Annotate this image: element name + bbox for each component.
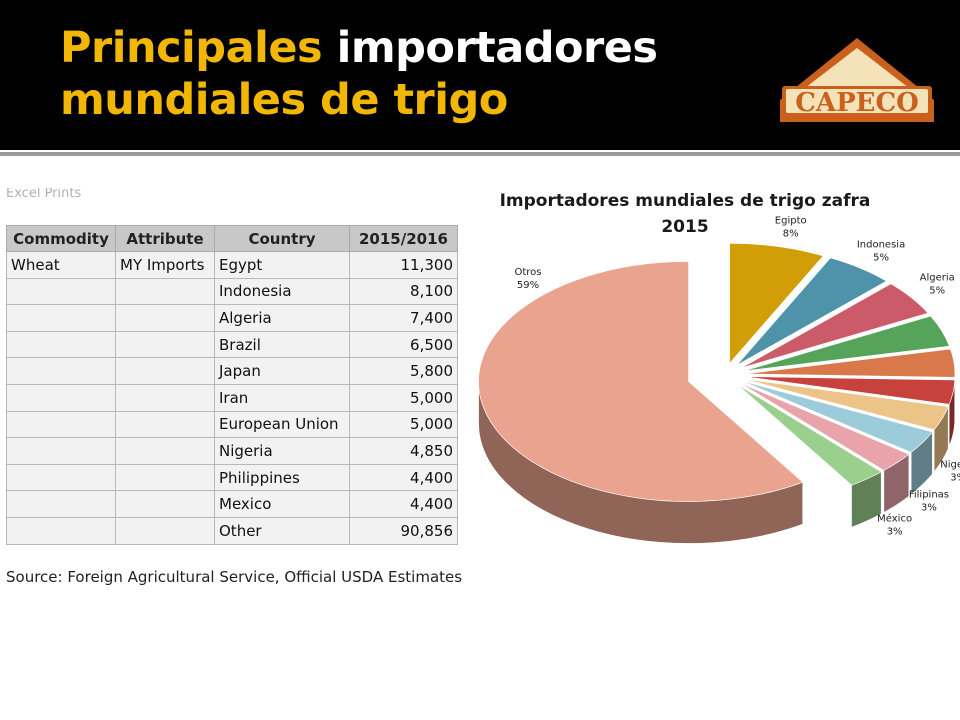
table-row: Philippines 4,400 bbox=[6, 463, 458, 492]
table-cell: 4,400 bbox=[349, 490, 458, 518]
pie-slice-egipto bbox=[729, 243, 824, 365]
table-row: Iran 5,000 bbox=[6, 383, 458, 412]
table-cell: 5,800 bbox=[349, 357, 458, 385]
pie-percent-label: 8% bbox=[783, 229, 799, 240]
table-row: European Union 5,000 bbox=[6, 410, 458, 439]
table-body: Wheat MY Imports Egypt 11,300 Indonesia 8,100… bbox=[6, 251, 458, 545]
table-cell: Philippines bbox=[214, 463, 350, 492]
table-cell bbox=[6, 304, 116, 332]
table-cell: 5,000 bbox=[349, 383, 458, 412]
table-cell: 11,300 bbox=[349, 251, 458, 279]
table-row: Wheat MY Imports Egypt 11,300 bbox=[6, 251, 458, 279]
pie-category-label: Filipinas bbox=[909, 489, 949, 500]
pie-percent-label: 3% bbox=[921, 502, 937, 513]
table-cell: MY Imports bbox=[115, 251, 215, 279]
table-cell bbox=[115, 516, 215, 545]
title-rest: importadores bbox=[322, 23, 658, 73]
table-cell bbox=[115, 330, 215, 359]
column-header: 2015/2016 bbox=[349, 225, 458, 252]
table-cell: 4,400 bbox=[349, 463, 458, 492]
pie-slice-brasil bbox=[743, 315, 950, 372]
logo-text: CAPECO bbox=[795, 88, 919, 118]
pie-category-label: Algeria bbox=[920, 273, 955, 284]
pie-percent-label: 59% bbox=[517, 280, 539, 291]
pie-slice-otros bbox=[478, 261, 804, 502]
table-cell: 8,100 bbox=[349, 277, 458, 306]
slide-title: Principales importadores mundiales de tr… bbox=[60, 22, 658, 126]
pie-slice-jap-n bbox=[744, 348, 956, 378]
pie-slice-filipinas bbox=[739, 382, 910, 471]
table-cell bbox=[115, 304, 215, 332]
title-highlight: Principales bbox=[60, 23, 323, 73]
pie-category-label: Egipto bbox=[775, 216, 807, 227]
capeco-logo: CAPECO bbox=[780, 38, 934, 122]
cropped-caption: Excel Prints bbox=[6, 188, 82, 200]
table-cell bbox=[115, 463, 215, 492]
pie-slice-ue bbox=[743, 378, 949, 431]
table-cell bbox=[115, 383, 215, 412]
title-line-2: mundiales de trigo bbox=[60, 75, 508, 125]
chart-title: Importadores mundiales de trigo zafra 20… bbox=[499, 191, 871, 237]
pie-percent-label: 3% bbox=[887, 527, 903, 538]
table-cell: Brazil bbox=[214, 330, 350, 359]
table-cell bbox=[115, 357, 215, 385]
table-cell: Japan bbox=[214, 357, 350, 385]
table-cell: European Union bbox=[214, 410, 350, 439]
table-cell: Indonesia bbox=[214, 277, 350, 306]
pie-slice-ir-n bbox=[744, 376, 956, 405]
table-row: Japan 5,800 bbox=[6, 357, 458, 385]
pie-slice-algeria bbox=[741, 283, 929, 369]
table-cell bbox=[6, 383, 116, 412]
column-header: Commodity bbox=[6, 225, 116, 252]
table-row: Other 90,856 bbox=[6, 516, 458, 545]
imports-table: Commodity Attribute Country 2015/2016 Wh… bbox=[6, 225, 458, 545]
pie-percent-label: 3% bbox=[950, 472, 960, 483]
table-cell: Nigeria bbox=[214, 437, 350, 465]
table-cell bbox=[6, 437, 116, 465]
table-cell: 7,400 bbox=[349, 304, 458, 332]
table-cell: Iran bbox=[214, 383, 350, 412]
table-cell bbox=[115, 410, 215, 439]
pie-percent-label: 5% bbox=[929, 286, 945, 297]
table-row: Algeria 7,400 bbox=[6, 304, 458, 332]
table-cell bbox=[6, 410, 116, 439]
table-cell bbox=[115, 437, 215, 465]
table-cell bbox=[6, 490, 116, 518]
table-row: Indonesia 8,100 bbox=[6, 277, 458, 306]
pie-slice-nigeria bbox=[742, 380, 933, 453]
table-cell: Mexico bbox=[214, 490, 350, 518]
pie-slice-m-xico bbox=[737, 384, 882, 486]
table-cell bbox=[6, 330, 116, 359]
column-header: Attribute bbox=[115, 225, 215, 252]
pie-category-label: Nigeria bbox=[940, 459, 960, 470]
table-cell bbox=[6, 357, 116, 385]
table-cell: 90,856 bbox=[349, 516, 458, 545]
source-note: Source: Foreign Agricultural Service, Of… bbox=[6, 568, 463, 586]
table-cell: Other bbox=[214, 516, 350, 545]
table-row: Mexico 4,400 bbox=[6, 490, 458, 518]
header-divider bbox=[0, 152, 960, 156]
table-row: Nigeria 4,850 bbox=[6, 437, 458, 465]
table-cell: 4,850 bbox=[349, 437, 458, 465]
table-cell: Egypt bbox=[214, 251, 350, 279]
pie-slice-indonesia bbox=[736, 257, 888, 366]
table-cell bbox=[6, 463, 116, 492]
table-cell bbox=[115, 490, 215, 518]
table-cell: Algeria bbox=[214, 304, 350, 332]
slide-header: Principales importadores mundiales de tr… bbox=[0, 0, 960, 150]
pie-category-label: México bbox=[877, 513, 912, 525]
table-cell: 6,500 bbox=[349, 330, 458, 359]
column-header: Country bbox=[214, 225, 350, 252]
pie-chart: Egipto8%Indonesia5%Algeria5%Brasil4%Japó… bbox=[478, 216, 960, 544]
table-cell: Wheat bbox=[6, 251, 116, 279]
table-cell bbox=[115, 277, 215, 306]
table-cell bbox=[6, 277, 116, 306]
pie-percent-label: 5% bbox=[873, 253, 889, 264]
pie-category-label: Indonesia bbox=[857, 240, 905, 251]
table-row: Brazil 6,500 bbox=[6, 330, 458, 359]
pie-category-label: Otros bbox=[514, 267, 541, 278]
table-cell: 5,000 bbox=[349, 410, 458, 439]
table-cell bbox=[6, 516, 116, 545]
table-header-row: Commodity Attribute Country 2015/2016 bbox=[6, 225, 458, 252]
